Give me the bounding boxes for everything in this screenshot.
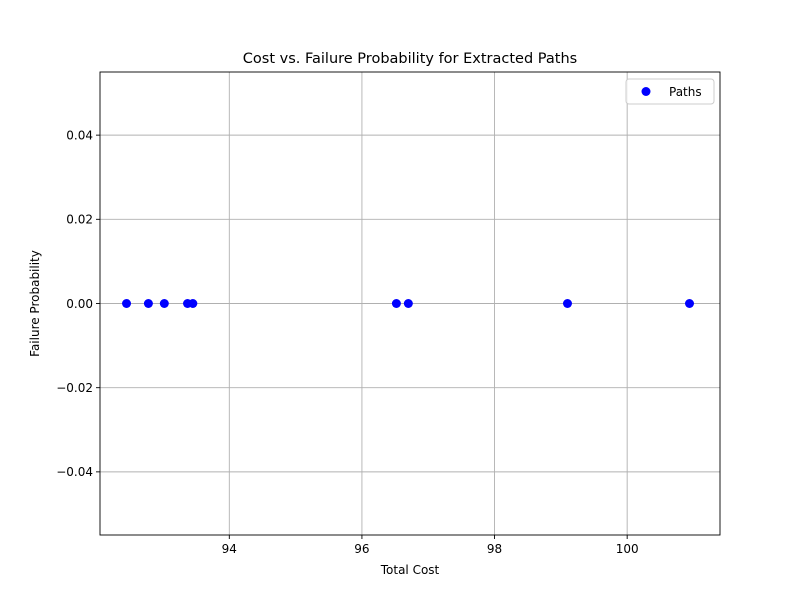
legend-marker — [641, 87, 651, 96]
data-point — [159, 299, 169, 308]
y-tick-label: −0.02 — [56, 381, 93, 395]
legend-label-paths: Paths — [669, 85, 702, 99]
x-tick-label: 98 — [487, 542, 502, 556]
data-point — [684, 299, 694, 308]
y-tick-label: −0.04 — [56, 465, 93, 479]
y-axis-label: Failure Probability — [28, 250, 42, 357]
legend: Paths — [625, 78, 715, 105]
x-tick-label: 100 — [616, 542, 639, 556]
data-point — [122, 299, 132, 308]
grid-lines — [100, 72, 720, 535]
data-points — [122, 299, 694, 308]
legend-box — [625, 78, 715, 105]
x-tick-label: 96 — [354, 542, 369, 556]
data-point — [403, 299, 413, 308]
x-tick-label: 94 — [222, 542, 237, 556]
data-point — [188, 299, 198, 308]
data-point — [391, 299, 401, 308]
chart-title: Cost vs. Failure Probability for Extract… — [243, 51, 577, 67]
y-tick-label: 0.04 — [66, 128, 93, 142]
plot-frame — [99, 71, 721, 536]
y-tick-label: 0.02 — [66, 213, 93, 227]
data-point — [562, 299, 572, 308]
y-tick-label: 0.00 — [66, 297, 93, 311]
axis-ticks: 94 96 98 100 −0.04 −0.02 0.00 0.02 0.04 — [56, 128, 638, 556]
data-point — [143, 299, 153, 308]
x-axis-label: Total Cost — [380, 563, 440, 577]
